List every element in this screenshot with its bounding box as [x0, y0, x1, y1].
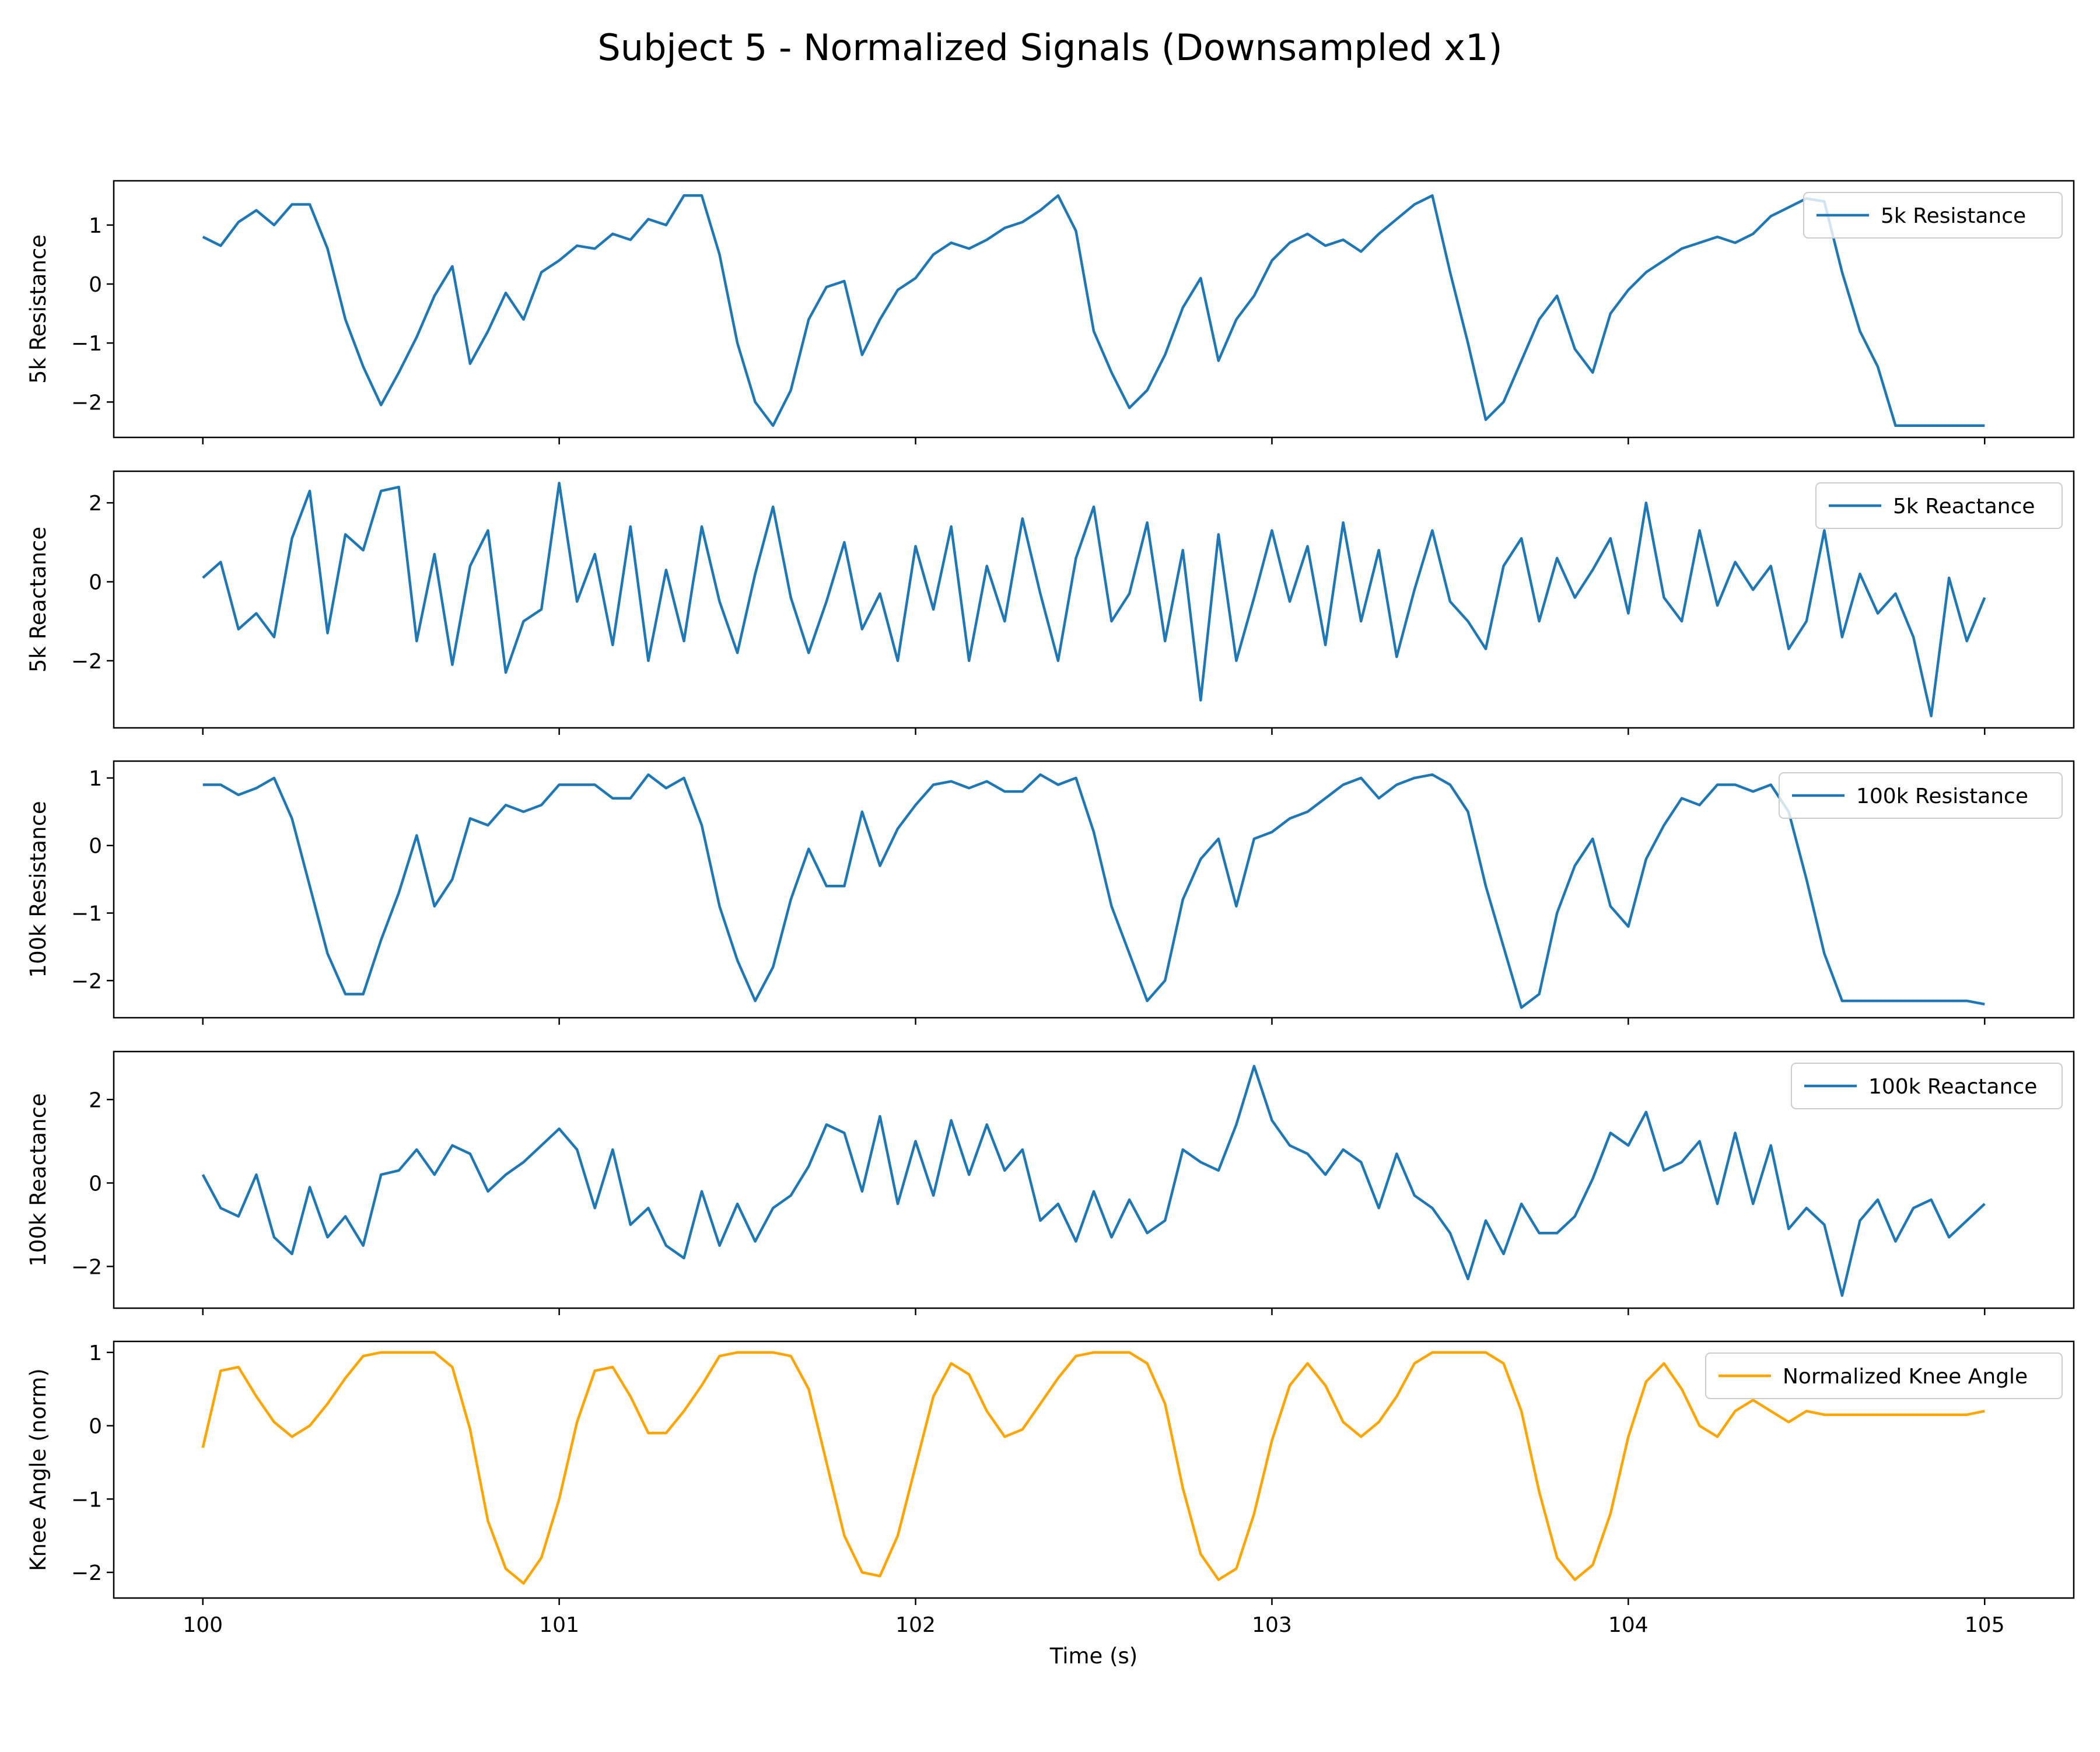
y-tick-label: 0	[89, 273, 102, 297]
legend: 100k Reactance	[1791, 1063, 2063, 1109]
x-tick-label: 100	[183, 1613, 223, 1637]
legend-label: Normalized Knee Angle	[1783, 1365, 2028, 1389]
x-tick-label: 103	[1252, 1613, 1292, 1637]
legend: 100k Resistance	[1779, 772, 2063, 819]
x-tick-label: 105	[1965, 1613, 2005, 1637]
y-tick-label: 1	[89, 1341, 102, 1365]
x-axis-label: Time (s)	[1049, 1644, 1138, 1669]
axes-frame	[113, 180, 2075, 439]
y-tick-label: −2	[71, 969, 102, 993]
legend-label: 5k Reactance	[1893, 495, 2035, 518]
x-tick-label: 104	[1608, 1613, 1648, 1637]
x-tick-label: 102	[895, 1613, 936, 1637]
y-tick-label: 0	[89, 835, 102, 859]
axes-frame	[113, 760, 2075, 1019]
y-tick-label: 0	[89, 571, 102, 595]
y-tick-label: 0	[89, 1415, 102, 1439]
series-line	[201, 1351, 1985, 1585]
y-axis-label: Knee Angle (norm)	[26, 1368, 51, 1571]
y-axis-label: 100k Resistance	[26, 801, 51, 977]
y-axis-label: 5k Reactance	[26, 527, 51, 672]
legend-box	[1803, 192, 2063, 239]
legend-box	[1779, 772, 2063, 819]
legend-box	[1705, 1352, 2063, 1399]
subplot-4: 2 0 −2 100k Reactance 100k Reactance	[26, 1050, 2075, 1315]
y-tick-label: −1	[71, 332, 102, 356]
subplot-5: 1 0 −1 −2 100 101 102 103 104 105 Knee Angle (norm…	[26, 1340, 2075, 1637]
series-line	[202, 773, 1985, 1009]
y-tick-label: 1	[89, 214, 102, 238]
subplot-1: 1 0 −1 −2 5k Resistance 5k Resistance	[26, 180, 2075, 444]
legend-box	[1791, 1063, 2063, 1109]
subplot-3: 1 0 −1 −2 100k Resistance 100k Resistance	[26, 760, 2075, 1025]
y-axis-label: 100k Reactance	[26, 1093, 51, 1266]
legend-label: 100k Resistance	[1856, 784, 2028, 808]
figure-title: Subject 5 - Normalized Signals (Downsamp…	[597, 26, 1503, 69]
legend: Normalized Knee Angle	[1705, 1352, 2063, 1399]
y-tick-label: 2	[89, 1088, 102, 1112]
legend: 5k Resistance	[1803, 192, 2063, 239]
axes-frame	[113, 1340, 2075, 1599]
legend-label: 100k Reactance	[1868, 1075, 2037, 1099]
axes-frame	[113, 470, 2075, 729]
series-line	[202, 482, 1986, 717]
x-tick-label: 101	[539, 1613, 579, 1637]
y-tick-label: 2	[89, 492, 102, 516]
legend-label: 5k Resistance	[1881, 204, 2026, 228]
y-tick-label: −2	[71, 1561, 102, 1585]
y-tick-label: −2	[71, 391, 102, 415]
y-tick-label: 1	[89, 767, 102, 791]
series-line	[201, 1064, 1986, 1297]
legend-box	[1815, 482, 2063, 529]
y-tick-label: −1	[71, 902, 102, 926]
y-tick-label: −2	[71, 1255, 102, 1279]
y-tick-label: 0	[89, 1172, 102, 1196]
subplot-2: 2 0 −2 5k Reactance 5k Reactance	[26, 470, 2075, 735]
axes-frame	[113, 1050, 2075, 1309]
series-line	[202, 194, 1985, 428]
y-axis-label: 5k Resistance	[26, 234, 51, 384]
legend: 5k Reactance	[1815, 482, 2063, 529]
y-tick-label: −2	[71, 650, 102, 674]
y-tick-label: −1	[71, 1488, 102, 1512]
